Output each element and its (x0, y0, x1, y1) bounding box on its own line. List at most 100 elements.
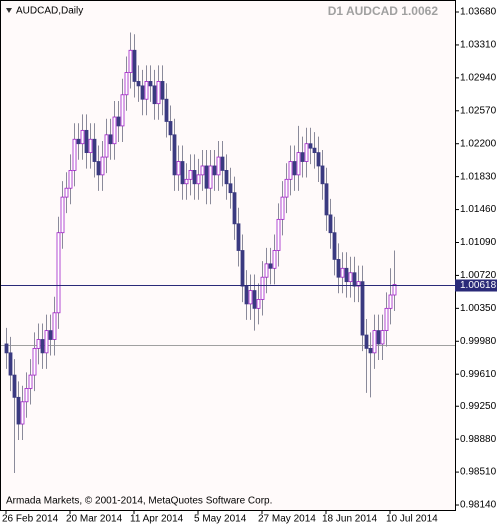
candle-body (184, 178, 189, 185)
candle-body (92, 138, 97, 162)
candle-body (288, 161, 293, 180)
candle-body (120, 94, 125, 127)
candle-body (328, 214, 333, 234)
candle-body (316, 152, 321, 167)
candle-body (96, 161, 101, 176)
candle-body (376, 330, 381, 345)
candle-body (36, 339, 41, 349)
candle-body (212, 165, 217, 176)
candle-body (284, 178, 289, 198)
candle-body (88, 138, 93, 154)
candle-body (20, 401, 25, 425)
candle-body (60, 196, 65, 234)
candle-body (160, 81, 165, 100)
candle-body (44, 330, 49, 354)
candle-body (112, 116, 117, 145)
candle-body (40, 339, 45, 354)
candle-body (352, 272, 357, 287)
candle-body (320, 165, 325, 185)
candle-body (132, 49, 137, 82)
candle-body (264, 263, 269, 278)
candle-body (232, 192, 237, 225)
candle-body (312, 147, 317, 154)
candle-body (16, 396, 21, 425)
candle-body (80, 129, 85, 145)
candle-body (196, 174, 201, 185)
x-tick-label: 11 Apr 2014 (130, 514, 184, 525)
candle-body (148, 81, 153, 87)
y-tick-label: 0.98510 (460, 467, 497, 478)
candle-body (192, 170, 197, 185)
candle-body (380, 330, 385, 345)
candle-body (116, 116, 121, 127)
candle-body (32, 347, 37, 376)
candle-body (236, 223, 241, 251)
candle-body (260, 276, 265, 300)
candle-body (348, 272, 353, 283)
candle-body (208, 165, 213, 189)
candle-body (172, 134, 177, 176)
y-tick-label: 1.01090 (460, 237, 497, 248)
candle-body (248, 290, 253, 305)
candle-body (276, 218, 281, 251)
candle-body (12, 374, 17, 398)
x-tick-label: 26 Feb 2014 (2, 514, 59, 525)
candle-body (244, 285, 249, 305)
candle-body (144, 81, 149, 100)
candle-body (64, 187, 69, 198)
y-tick-label: 0.99610 (460, 369, 497, 380)
x-tick-label: 27 May 2014 (258, 514, 316, 525)
candle-body (180, 161, 185, 185)
candle-body (68, 170, 73, 189)
candle-body (268, 263, 273, 269)
candle-body (56, 232, 61, 314)
y-tick-label: 1.02940 (460, 73, 497, 84)
candle-body (388, 294, 393, 309)
y-tick-label: 0.99250 (460, 401, 497, 412)
candle-body (164, 98, 169, 122)
candle-body (152, 85, 157, 105)
candle-body (256, 299, 261, 309)
candle-body (84, 129, 89, 154)
y-tick-label: 1.03680 (460, 7, 497, 18)
candle-body (356, 281, 361, 287)
candle-body (204, 165, 209, 189)
footer: Armada Markets, © 2001-2014, MetaQuotes … (6, 496, 272, 507)
price-label: 1.00618 (460, 280, 497, 291)
candle-body (280, 196, 285, 220)
candle-body (156, 81, 161, 105)
candle-body (392, 284, 397, 296)
candle-body (344, 267, 349, 283)
candle-body (220, 156, 225, 171)
candle-body (24, 388, 29, 403)
candle-body (324, 183, 329, 216)
candle-body (372, 330, 377, 354)
candle-body (168, 121, 173, 136)
candle-body (72, 138, 77, 171)
y-tick-label: 1.00720 (460, 270, 497, 281)
price-label-box (455, 279, 497, 292)
y-tick-label: 1.00350 (460, 303, 497, 314)
candle-body (340, 267, 345, 278)
candle-body (28, 374, 33, 389)
candle-body (300, 152, 305, 162)
candle-body (76, 138, 81, 145)
candle-body (52, 312, 57, 340)
y-tick-label: 0.98140 (460, 500, 497, 511)
x-tick-label: 20 Mar 2014 (66, 514, 123, 525)
symbol-icon (6, 8, 12, 13)
x-tick-label: 10 Jul 2014 (386, 514, 438, 525)
candle-body (240, 250, 245, 287)
candle-body (100, 156, 105, 176)
candle-body (108, 134, 113, 145)
candle-body (252, 290, 257, 309)
candle-body (200, 165, 205, 176)
candle-body (224, 170, 229, 185)
candle-body (336, 259, 341, 278)
x-tick-label: 18 Jun 2014 (322, 514, 377, 525)
candle-body (384, 307, 389, 331)
candle-body (176, 161, 181, 176)
candle-body (332, 232, 337, 260)
plot-area (0, 0, 456, 511)
y-tick-label: 1.01830 (460, 171, 497, 182)
